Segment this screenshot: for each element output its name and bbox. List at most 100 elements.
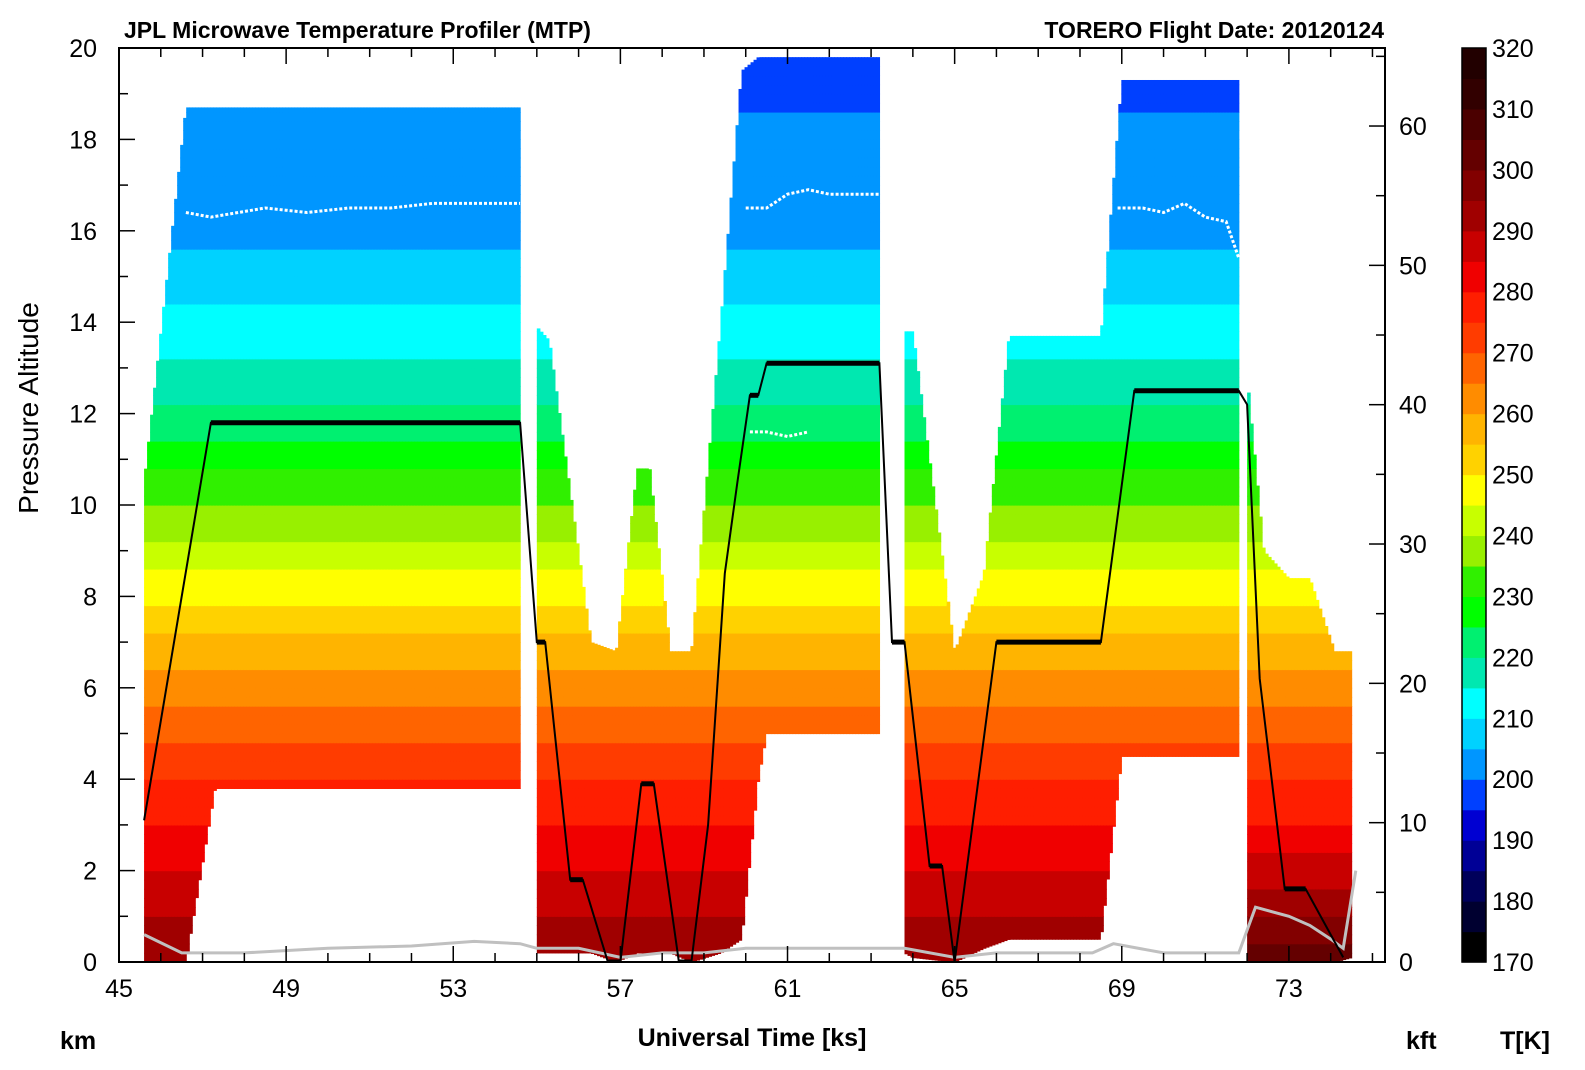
heatmap-cell bbox=[297, 696, 302, 707]
heatmap-cell bbox=[216, 696, 220, 707]
heatmap-cell bbox=[270, 450, 275, 460]
heatmap-cell bbox=[231, 623, 235, 634]
heatmap-cell bbox=[168, 605, 172, 616]
heatmap-cell bbox=[264, 276, 269, 287]
heatmap-cell bbox=[219, 212, 223, 223]
heatmap-cell bbox=[174, 678, 178, 689]
heatmap-cell bbox=[174, 495, 178, 506]
heatmap-cell bbox=[210, 514, 214, 524]
heatmap-cell bbox=[168, 395, 172, 406]
heatmap-cell bbox=[291, 596, 296, 607]
heatmap-cell bbox=[207, 495, 211, 506]
heatmap-cell bbox=[222, 706, 226, 716]
heatmap-cell bbox=[225, 431, 229, 442]
heatmap-cell bbox=[153, 605, 157, 616]
heatmap-cell bbox=[207, 715, 211, 725]
heatmap-cell bbox=[216, 441, 220, 451]
heatmap-cell bbox=[273, 221, 278, 232]
heatmap-cell bbox=[171, 559, 175, 570]
heatmap-cell bbox=[174, 541, 178, 552]
heatmap-cell bbox=[285, 733, 290, 744]
heatmap-cell bbox=[165, 322, 169, 332]
heatmap-cell bbox=[291, 395, 296, 406]
heatmap-cell bbox=[210, 550, 214, 561]
heatmap-cell bbox=[213, 614, 217, 625]
heatmap-cell bbox=[231, 203, 235, 214]
heatmap-cell bbox=[312, 267, 317, 278]
heatmap-cell bbox=[162, 505, 166, 515]
heatmap-cell bbox=[198, 852, 202, 863]
heatmap-cell bbox=[264, 559, 269, 570]
heatmap-cell bbox=[216, 249, 220, 259]
heatmap-cell bbox=[204, 194, 208, 204]
heatmap-cell bbox=[249, 559, 253, 570]
heatmap-cell bbox=[168, 934, 172, 945]
heatmap-cell bbox=[165, 760, 169, 771]
heatmap-cell bbox=[147, 706, 151, 716]
heatmap-cell bbox=[201, 166, 205, 177]
heatmap-cell bbox=[222, 568, 226, 579]
heatmap-cell bbox=[168, 358, 172, 369]
heatmap-cell bbox=[258, 550, 262, 561]
heatmap-cell bbox=[189, 386, 193, 396]
heatmap-cell bbox=[192, 276, 196, 287]
heatmap-cell bbox=[165, 523, 169, 534]
heatmap-cell bbox=[213, 651, 217, 661]
heatmap-cell bbox=[210, 486, 214, 497]
heatmap-cell bbox=[282, 660, 287, 671]
heatmap-cell bbox=[261, 450, 265, 460]
heatmap-cell bbox=[267, 111, 272, 122]
heatmap-cell bbox=[264, 706, 269, 716]
heatmap-cell bbox=[234, 605, 238, 616]
heatmap-cell bbox=[303, 422, 308, 433]
heatmap-cell bbox=[174, 477, 178, 488]
heatmap-cell bbox=[246, 596, 250, 607]
heatmap-cell bbox=[249, 742, 253, 753]
heatmap-cell bbox=[255, 459, 259, 470]
heatmap-cell bbox=[282, 203, 287, 214]
heatmap-cell bbox=[171, 249, 175, 259]
heatmap-cell bbox=[312, 706, 317, 716]
heatmap-cell bbox=[207, 468, 211, 479]
heatmap-cell bbox=[156, 907, 160, 917]
heatmap-cell bbox=[198, 249, 202, 259]
heatmap-cell bbox=[171, 514, 175, 524]
heatmap-cell bbox=[276, 294, 281, 305]
heatmap-cell bbox=[306, 340, 311, 351]
heatmap-cell bbox=[225, 230, 229, 241]
heatmap-cell bbox=[297, 532, 302, 543]
heatmap-cell bbox=[288, 267, 293, 278]
heatmap-cell bbox=[183, 249, 187, 259]
heatmap-cell bbox=[183, 230, 187, 241]
heatmap-cell bbox=[243, 760, 247, 771]
heatmap-cell bbox=[291, 696, 296, 707]
heatmap-cell bbox=[237, 303, 241, 314]
heatmap-cell bbox=[297, 724, 302, 735]
heatmap-cell bbox=[231, 742, 235, 753]
heatmap-cell bbox=[219, 669, 223, 680]
heatmap-cell bbox=[246, 212, 250, 223]
heatmap-cell bbox=[261, 313, 265, 323]
heatmap-cell bbox=[222, 660, 226, 671]
heatmap-cell bbox=[246, 760, 250, 771]
heatmap-cell bbox=[201, 541, 205, 552]
heatmap-cell bbox=[186, 879, 190, 890]
heatmap-cell bbox=[195, 742, 199, 753]
heatmap-cell bbox=[300, 175, 305, 186]
heatmap-cell bbox=[276, 642, 281, 652]
heatmap-cell bbox=[210, 541, 214, 552]
heatmap-cell bbox=[309, 505, 314, 515]
heatmap-cell bbox=[297, 477, 302, 488]
heatmap-cell bbox=[222, 121, 226, 131]
heatmap-cell bbox=[177, 596, 181, 607]
heatmap-cell bbox=[270, 221, 275, 232]
heatmap-cell bbox=[273, 413, 278, 424]
heatmap-cell bbox=[297, 239, 302, 250]
heatmap-cell bbox=[258, 367, 262, 378]
heatmap-cell bbox=[153, 413, 157, 424]
heatmap-cell bbox=[285, 194, 290, 204]
heatmap-cell bbox=[276, 285, 281, 296]
heatmap-cell bbox=[282, 130, 287, 140]
heatmap-cell bbox=[198, 166, 202, 177]
heatmap-cell bbox=[201, 313, 205, 323]
